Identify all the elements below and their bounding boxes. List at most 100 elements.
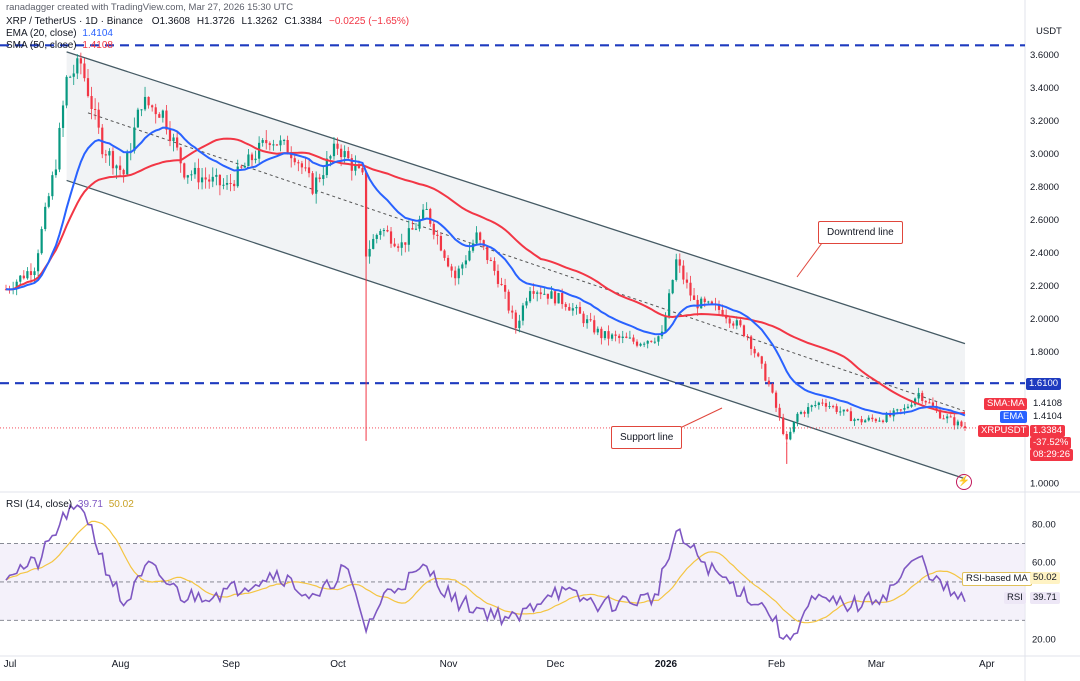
candle-body: [710, 301, 713, 304]
downtrend-callout-arrow: [796, 242, 823, 278]
candle-body: [115, 165, 118, 169]
candle-body: [600, 328, 603, 339]
candle-body: [507, 291, 510, 311]
time-tick-label: Sep: [222, 659, 240, 670]
candle-body: [368, 248, 371, 257]
candle-body: [828, 406, 831, 408]
candle-body: [33, 271, 36, 276]
rsi-ma-legend-value: 50.02: [108, 499, 134, 510]
candle-body: [325, 158, 328, 176]
candle-body: [318, 177, 321, 179]
candle-body: [625, 336, 628, 338]
rsi-tick-label: 80.00: [1032, 519, 1056, 530]
candle-body: [236, 166, 239, 187]
candle-body: [393, 243, 396, 247]
candle-body: [803, 412, 806, 414]
candle-body: [678, 259, 681, 266]
candle-body: [411, 228, 414, 230]
candle-body: [190, 174, 193, 176]
candle-body: [26, 271, 29, 279]
candle-body: [215, 174, 218, 177]
candle-body: [386, 229, 389, 232]
candle-body: [575, 307, 578, 309]
candle-body: [518, 320, 521, 329]
candle-body: [685, 279, 689, 283]
candle-body: [564, 304, 567, 308]
candle-body: [496, 270, 500, 284]
candle-body: [218, 174, 222, 186]
candle-body: [846, 409, 849, 412]
candle-body: [311, 173, 314, 194]
candle-body: [300, 163, 304, 168]
close-label: C: [284, 16, 292, 27]
candle-body: [746, 336, 749, 338]
candle-body: [953, 417, 956, 426]
last-price-tag: 1.3384: [1030, 425, 1066, 437]
candle-body: [197, 167, 200, 183]
candle-body: [133, 127, 136, 151]
candle-body: [343, 151, 346, 158]
price-tick-label: 1.8000: [1030, 347, 1059, 358]
ema-20-line: [5, 126, 966, 417]
candle-body: [682, 265, 685, 280]
candle-body: [504, 285, 507, 292]
downtrend-callout: Downtrend line: [818, 221, 903, 244]
price-tick-label: 2.0000: [1030, 314, 1059, 325]
candle-body: [749, 336, 753, 349]
candle-body: [147, 96, 150, 106]
candle-body: [963, 426, 967, 428]
candle-body: [960, 421, 963, 427]
candle-body: [493, 260, 496, 271]
horizontal-levels: [0, 44, 1025, 429]
support-callout-arrow: [679, 407, 723, 429]
candle-body: [183, 163, 186, 178]
high-label: H: [196, 16, 205, 27]
close-value: 1.3384: [291, 16, 323, 27]
candle-body: [896, 409, 899, 411]
candle-body: [315, 177, 318, 194]
price-tick-label: 2.2000: [1030, 281, 1059, 292]
candle-body: [329, 156, 332, 159]
candle-body: [443, 250, 446, 258]
candle-body: [889, 414, 892, 417]
candle-body: [240, 166, 243, 168]
alert-lightning-icon[interactable]: ⚡: [956, 474, 972, 490]
candle-body: [774, 392, 778, 408]
candle-body: [422, 209, 425, 220]
rsi-label: RSI (14, close): [6, 499, 73, 510]
candle-body: [671, 279, 674, 294]
candle-body: [696, 299, 699, 309]
change-pct-tag: -37.52%: [1030, 437, 1072, 449]
candle-body: [272, 144, 275, 146]
rsi-tick-label: 20.00: [1032, 634, 1056, 645]
candle-body: [136, 109, 140, 128]
candle-body: [457, 268, 460, 279]
candle-body: [19, 275, 22, 282]
candle-body: [568, 307, 571, 311]
time-tick-label: Dec: [547, 659, 565, 670]
candle-body: [849, 411, 853, 422]
candle-body: [814, 405, 817, 407]
candle-body: [225, 182, 229, 185]
candle-body: [265, 140, 268, 144]
low-label: L: [241, 16, 248, 27]
candle-body: [703, 298, 706, 303]
candle-body: [414, 228, 418, 230]
price-tick-label: 2.8000: [1030, 182, 1059, 193]
candle-body: [243, 165, 246, 168]
candle-body: [364, 172, 368, 257]
candle-body: [479, 232, 482, 241]
high-value: 1.3726: [204, 16, 235, 27]
candle-body: [785, 434, 788, 440]
candle-body: [250, 154, 254, 161]
candle-body: [646, 340, 649, 344]
candle-body: [536, 292, 539, 294]
candle-body: [946, 416, 949, 419]
candle-body: [546, 293, 549, 299]
candle-body: [468, 250, 471, 261]
rsi-tick-label: 60.00: [1032, 558, 1056, 569]
candle-body: [65, 76, 68, 106]
candle-body: [397, 246, 400, 248]
candle-body: [614, 334, 617, 336]
